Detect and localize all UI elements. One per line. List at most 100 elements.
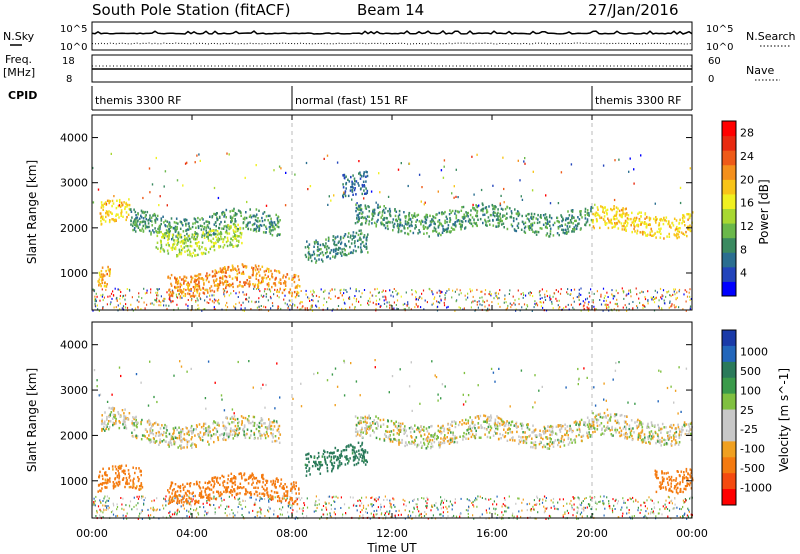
data-cell [275, 420, 278, 423]
data-cell [155, 230, 157, 233]
data-cell [393, 222, 396, 226]
data-cell [476, 505, 478, 508]
data-cell [546, 220, 549, 223]
data-cell [468, 218, 471, 221]
data-cell [466, 498, 468, 501]
data-cell [253, 287, 255, 290]
data-cell [316, 507, 318, 509]
data-cell [356, 239, 359, 242]
data-cell [634, 230, 636, 233]
data-cell [152, 214, 154, 217]
data-cell [187, 430, 190, 434]
data-cell [151, 425, 153, 428]
data-cell [209, 503, 211, 506]
data-cell [272, 225, 274, 229]
data-cell [469, 288, 471, 291]
data-cell [455, 195, 457, 198]
data-cell [432, 230, 434, 233]
data-cell [206, 224, 209, 227]
data-cell [106, 283, 108, 286]
data-cell [206, 275, 209, 278]
data-cell [420, 200, 422, 203]
data-cell [530, 223, 532, 226]
data-cell [689, 167, 691, 170]
data-cell [203, 514, 206, 517]
data-cell [234, 307, 237, 310]
data-cell [187, 284, 189, 287]
data-cell [544, 507, 546, 510]
data-cell [367, 504, 369, 507]
data-cell [226, 283, 228, 287]
data-cell [542, 301, 545, 304]
data-cell [670, 226, 672, 229]
data-cell [329, 514, 331, 517]
data-cell [309, 254, 312, 257]
data-cell [175, 281, 177, 284]
data-cell [134, 230, 137, 233]
data-cell [642, 307, 644, 310]
data-cell [624, 208, 627, 211]
data-cell [132, 485, 135, 488]
data-cell [98, 310, 100, 312]
data-cell [186, 283, 188, 286]
data-cell [348, 252, 350, 255]
data-cell [135, 418, 137, 422]
data-cell [508, 495, 510, 498]
data-cell [539, 290, 541, 293]
data-cell [354, 306, 356, 308]
data-cell [343, 247, 345, 251]
data-cell [557, 225, 560, 229]
data-cell [246, 224, 249, 227]
data-cell [118, 426, 121, 430]
data-cell [381, 221, 383, 224]
data-cell [266, 432, 268, 436]
data-cell [229, 241, 232, 244]
data-cell [387, 227, 389, 231]
data-cell [136, 299, 138, 302]
data-cell [444, 298, 446, 301]
data-cell [383, 499, 385, 501]
data-cell [617, 219, 620, 223]
data-cell [188, 495, 190, 498]
data-cell [614, 508, 616, 510]
data-cell [504, 510, 506, 513]
data-cell [447, 511, 449, 513]
data-cell [342, 183, 344, 186]
data-cell [245, 225, 247, 228]
data-cell [181, 440, 183, 443]
data-cell [365, 218, 367, 221]
data-cell [221, 432, 224, 436]
data-cell [586, 297, 588, 300]
data-cell [501, 505, 503, 508]
data-cell [238, 284, 241, 287]
data-cell [583, 506, 585, 509]
data-cell [629, 157, 631, 160]
data-cell [176, 428, 178, 432]
data-cell [334, 243, 336, 247]
data-cell [234, 276, 237, 279]
data-cell [164, 170, 167, 173]
data-cell [336, 235, 339, 238]
data-cell [122, 497, 124, 500]
data-cell [524, 231, 527, 234]
data-cell [335, 495, 337, 498]
data-cell [503, 226, 505, 229]
data-cell [688, 216, 691, 219]
data-cell [339, 292, 342, 295]
data-cell [178, 293, 180, 295]
data-cell [648, 496, 650, 499]
data-cell [439, 221, 441, 225]
data-cell [449, 218, 452, 222]
data-cell [114, 465, 117, 468]
data-cell [469, 219, 472, 222]
data-cell [361, 175, 363, 178]
data-cell [397, 308, 399, 310]
data-cell [597, 208, 599, 211]
data-cell [151, 224, 153, 227]
data-cell [307, 247, 310, 250]
data-cell [177, 446, 179, 449]
data-cell [272, 282, 275, 285]
data-cell [473, 517, 475, 520]
data-cell [370, 190, 373, 193]
data-cell [404, 302, 406, 305]
